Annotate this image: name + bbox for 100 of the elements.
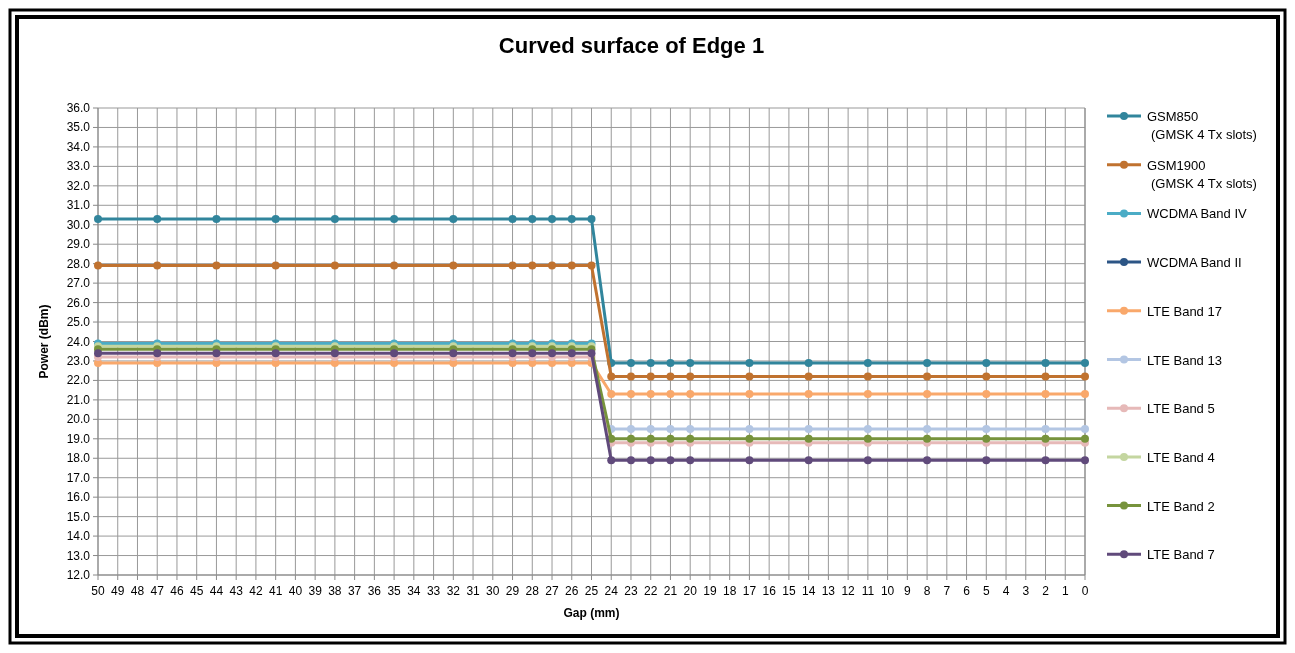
- legend-label: GSM850 (GMSK 4 Tx slots): [1147, 109, 1257, 142]
- point: [153, 349, 162, 358]
- legend-label: LTE Band 17: [1147, 303, 1222, 319]
- point: [646, 425, 655, 434]
- x-tick-label: 43: [229, 584, 244, 598]
- x-tick-label: 13: [821, 584, 836, 598]
- point: [923, 425, 932, 434]
- y-tick-label: 26.0: [66, 295, 91, 310]
- y-tick-label: 13.0: [66, 548, 91, 563]
- point: [449, 261, 458, 270]
- point: [666, 434, 675, 443]
- x-tick-label: 10: [880, 584, 895, 598]
- point: [745, 456, 754, 465]
- point: [863, 456, 872, 465]
- point: [745, 390, 754, 399]
- point: [528, 214, 537, 223]
- point: [449, 349, 458, 358]
- point: [1081, 390, 1089, 399]
- point: [153, 214, 162, 223]
- point: [686, 434, 695, 443]
- point: [567, 214, 576, 223]
- point: [1081, 434, 1089, 443]
- y-tick-label: 29.0: [66, 237, 91, 252]
- x-tick-label: 24: [604, 584, 619, 598]
- point: [567, 349, 576, 358]
- point: [863, 372, 872, 381]
- point: [686, 456, 695, 465]
- legend-label: WCDMA Band II: [1147, 255, 1242, 271]
- x-tick-label: 0: [1081, 584, 1089, 598]
- point: [390, 349, 399, 358]
- point: [646, 434, 655, 443]
- point: [607, 456, 616, 465]
- point: [508, 261, 517, 270]
- point: [94, 349, 102, 358]
- x-tick-label: 1: [1061, 584, 1069, 598]
- point: [686, 372, 695, 381]
- point: [1081, 358, 1089, 367]
- point: [666, 425, 675, 434]
- y-tick-label: 18.0: [66, 451, 91, 466]
- y-tick-label: 36.0: [66, 101, 91, 115]
- point: [804, 390, 813, 399]
- point: [508, 349, 517, 358]
- y-axis-title: Power (dBm): [37, 304, 51, 379]
- point: [923, 372, 932, 381]
- x-tick-label: 36: [367, 584, 382, 598]
- x-tick-label: 8: [923, 584, 931, 598]
- y-tick-label: 19.0: [66, 431, 91, 446]
- y-tick-label: 32.0: [66, 178, 91, 193]
- legend-label: LTE Band 13: [1147, 352, 1222, 368]
- x-tick-label: 21: [663, 584, 678, 598]
- point: [548, 349, 557, 358]
- x-tick-label: 9: [904, 584, 911, 598]
- y-tick-label: 12.0: [66, 568, 91, 582]
- point: [1081, 456, 1089, 465]
- point: [528, 349, 537, 358]
- x-tick-label: 30: [486, 584, 500, 598]
- legend-label: LTE Band 4: [1147, 449, 1215, 465]
- legend-label: WCDMA Band IV: [1147, 206, 1248, 222]
- point: [1041, 425, 1050, 434]
- point: [923, 390, 932, 399]
- x-tick-label: 42: [249, 584, 263, 598]
- y-tick-label: 34.0: [66, 139, 91, 154]
- point: [1041, 456, 1050, 465]
- x-tick-label: 14: [801, 584, 816, 598]
- point: [646, 372, 655, 381]
- point: [548, 214, 557, 223]
- point: [923, 434, 932, 443]
- point: [567, 261, 576, 270]
- point: [982, 358, 991, 367]
- x-tick-label: 46: [170, 584, 184, 598]
- point: [804, 456, 813, 465]
- point: [587, 261, 596, 270]
- point: [646, 456, 655, 465]
- y-tick-label: 27.0: [66, 276, 91, 291]
- point: [666, 372, 675, 381]
- point: [1081, 372, 1089, 381]
- point: [94, 214, 102, 223]
- x-tick-label: 31: [466, 584, 481, 598]
- point: [923, 358, 932, 367]
- y-tick-label: 31.0: [66, 198, 91, 213]
- y-tick-label: 24.0: [66, 334, 91, 349]
- point: [982, 372, 991, 381]
- y-tick-label: 14.0: [66, 529, 91, 544]
- y-tick-label: 16.0: [66, 490, 91, 505]
- point: [271, 349, 280, 358]
- x-tick-label: 37: [347, 584, 362, 598]
- point: [626, 425, 635, 434]
- x-tick-label: 27: [545, 584, 560, 598]
- x-tick-label: 49: [111, 584, 125, 598]
- point: [1041, 372, 1050, 381]
- x-tick-label: 15: [782, 584, 796, 598]
- point: [390, 261, 399, 270]
- point: [666, 390, 675, 399]
- x-tick-label: 2: [1042, 584, 1050, 598]
- x-tick-label: 23: [624, 584, 638, 598]
- x-tick-label: 3: [1022, 584, 1030, 598]
- y-tick-label: 30.0: [66, 217, 91, 232]
- legend-label: GSM1900 (GMSK 4 Tx slots): [1147, 157, 1257, 191]
- x-tick-label: 39: [308, 584, 323, 598]
- point: [982, 456, 991, 465]
